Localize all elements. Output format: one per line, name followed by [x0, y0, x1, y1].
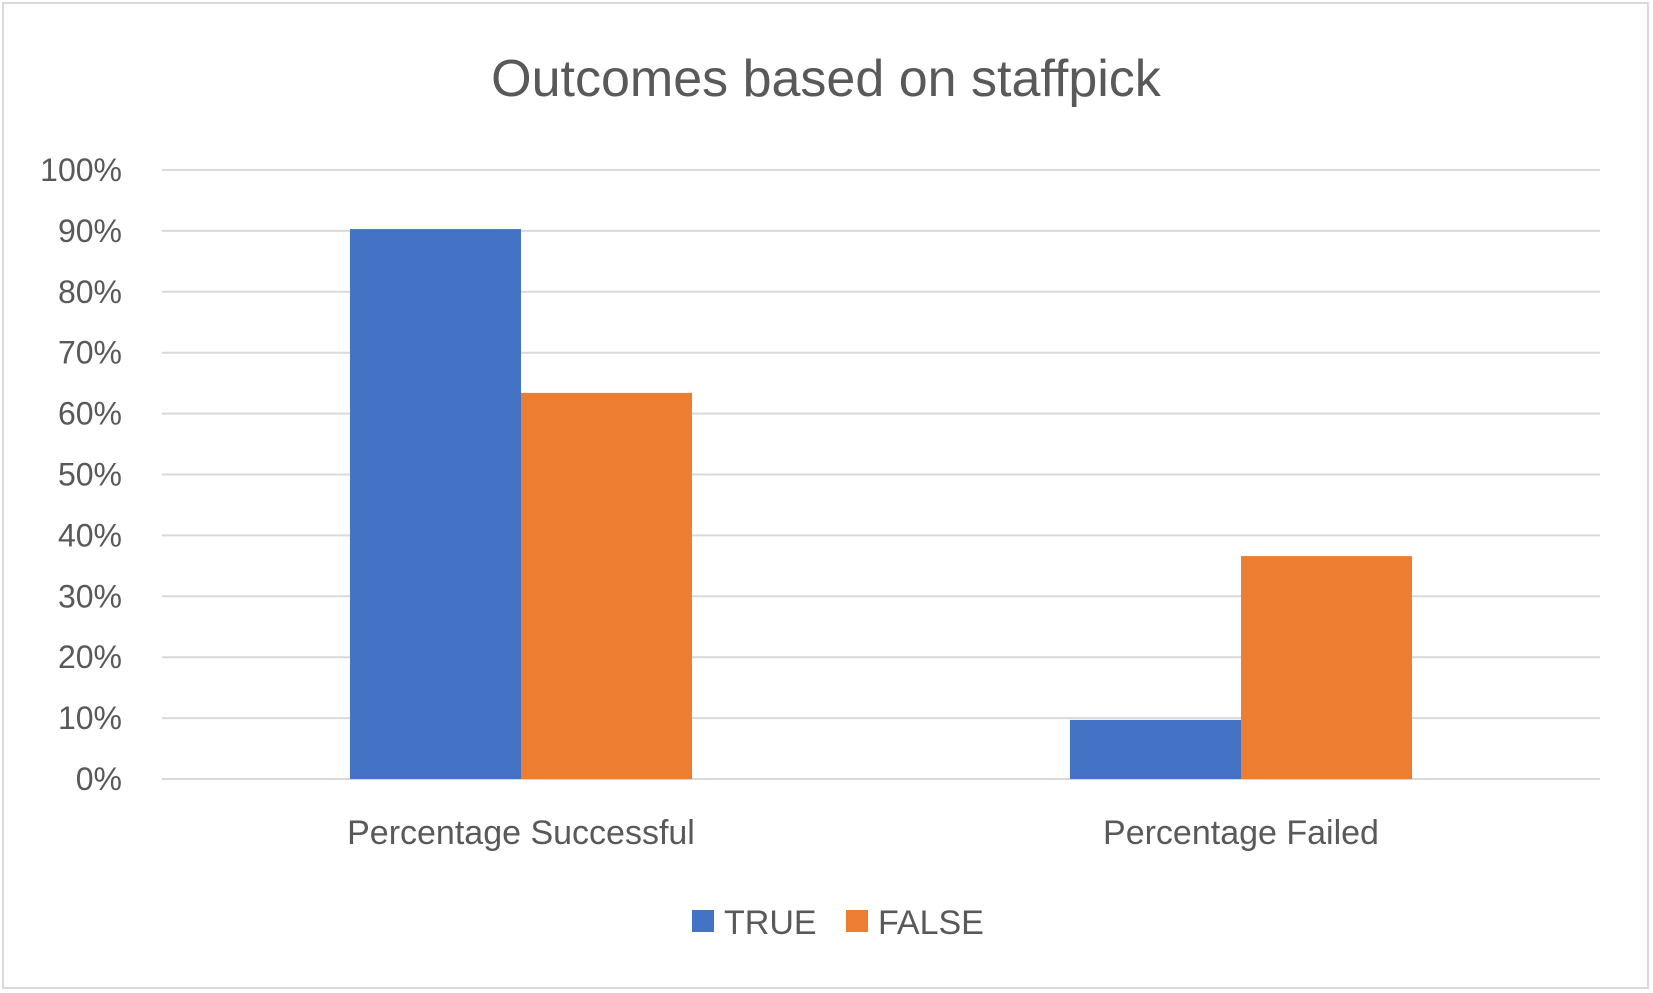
- y-tick-label: 0%: [76, 761, 122, 797]
- y-tick-label: 90%: [58, 213, 122, 249]
- y-tick-label: 70%: [58, 335, 122, 371]
- y-tick-label: 100%: [40, 152, 122, 188]
- chart-title: Outcomes based on staffpick: [491, 50, 1162, 108]
- legend-label-false: FALSE: [878, 904, 984, 942]
- y-tick-label: 30%: [58, 578, 122, 614]
- y-tick-label: 20%: [58, 639, 122, 675]
- y-tick-label: 10%: [58, 700, 122, 736]
- legend-swatch-true: [692, 910, 714, 932]
- bar-true-0: [350, 229, 521, 779]
- bars: [350, 229, 1412, 779]
- x-category-label: Percentage Failed: [1103, 814, 1379, 852]
- y-tick-label: 40%: [58, 517, 122, 553]
- y-tick-label: 60%: [58, 396, 122, 432]
- y-tick-label: 80%: [58, 274, 122, 310]
- bar-true-1: [1070, 719, 1241, 779]
- bar-false-1: [1241, 556, 1412, 779]
- y-axis-tick-labels: 0% 10% 20% 30% 40% 50% 60% 70% 80% 90% 100%: [40, 152, 122, 797]
- legend: TRUE FALSE: [692, 904, 984, 942]
- x-category-label: Percentage Successful: [347, 814, 695, 852]
- legend-swatch-false: [846, 910, 868, 932]
- x-axis-category-labels: Percentage Successful Percentage Failed: [347, 814, 1379, 852]
- y-tick-label: 50%: [58, 457, 122, 493]
- legend-label-true: TRUE: [724, 904, 817, 942]
- bar-false-0: [521, 392, 692, 779]
